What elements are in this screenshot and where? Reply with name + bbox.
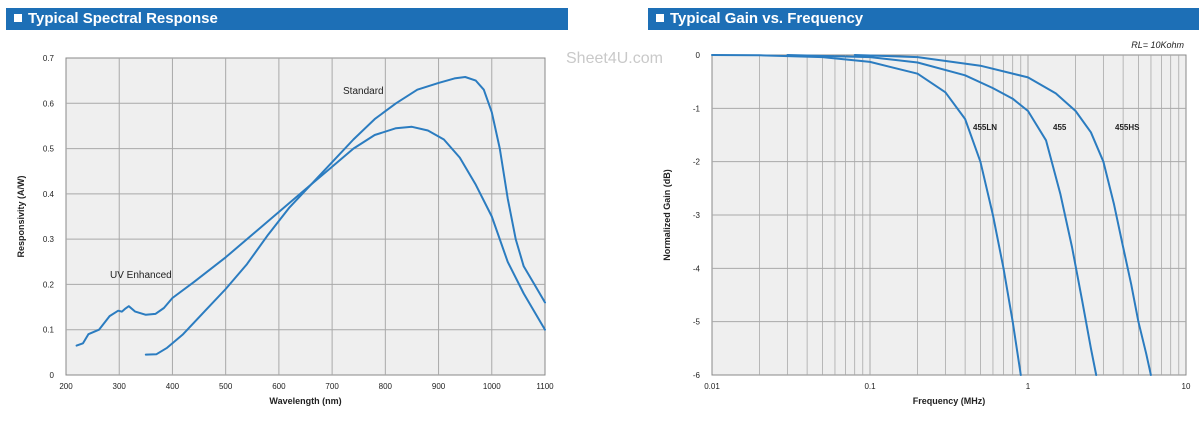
y-tick-label: 0 — [50, 371, 55, 380]
series-curve-455hs — [853, 54, 1152, 376]
spectral-response-header: Typical Spectral Response — [6, 8, 568, 30]
y-axis-label: Normalized Gain (dB) — [662, 169, 672, 261]
series-curve-455ln — [711, 54, 1022, 376]
x-tick-label: 500 — [219, 382, 233, 391]
x-tick-label: 300 — [113, 382, 127, 391]
header-square-icon — [14, 14, 22, 22]
x-tick-label: 1100 — [536, 382, 554, 391]
plot-area — [65, 57, 546, 376]
y-tick-label: -3 — [693, 211, 701, 220]
x-axis-label: Frequency (MHz) — [913, 396, 986, 406]
y-tick-label: -4 — [693, 264, 701, 273]
x-tick-label: 600 — [272, 382, 286, 391]
y-tick-label: -2 — [693, 158, 701, 167]
y-tick-label: -6 — [693, 371, 701, 380]
curve-label: Standard — [343, 86, 384, 97]
x-tick-label: 400 — [166, 382, 180, 391]
y-tick-label: 0.6 — [43, 99, 55, 108]
y-tick-label: 0.4 — [43, 190, 55, 199]
x-tick-label: 200 — [59, 382, 73, 391]
spectral-response-title: Typical Spectral Response — [28, 10, 218, 27]
series-curve-standard — [144, 76, 546, 356]
gain-frequency-header: Typical Gain vs. Frequency — [648, 8, 1199, 30]
curve-label: 455LN — [973, 123, 997, 132]
x-tick-label: 0.1 — [864, 382, 876, 391]
y-axis-label: Responsivity (A/W) — [16, 175, 26, 257]
curve-label: UV Enhanced — [110, 270, 172, 281]
curve-label: 455HS — [1115, 123, 1140, 132]
header-square-icon — [656, 14, 664, 22]
y-tick-label: -5 — [693, 318, 701, 327]
y-tick-label: 0.5 — [43, 145, 55, 154]
y-tick-label: 0.7 — [43, 54, 55, 63]
y-tick-label: -1 — [693, 104, 701, 113]
x-tick-label: 800 — [379, 382, 393, 391]
watermark: Sheet4U.com — [566, 50, 663, 67]
series-curve-uv-enhanced — [75, 125, 546, 347]
x-tick-label: 1000 — [483, 382, 501, 391]
y-tick-label: 0.1 — [43, 326, 55, 335]
chart-subtitle: RL= 10Kohm — [1131, 40, 1184, 50]
x-tick-label: 0.01 — [704, 382, 720, 391]
gain-frequency-title: Typical Gain vs. Frequency — [670, 10, 864, 27]
curve-label: 455 — [1053, 123, 1067, 132]
x-tick-label: 700 — [325, 382, 339, 391]
series-curve-455 — [786, 54, 1098, 376]
x-tick-label: 1 — [1026, 382, 1031, 391]
x-tick-label: 10 — [1182, 382, 1191, 391]
y-tick-label: 0.2 — [43, 280, 55, 289]
x-tick-label: 900 — [432, 382, 446, 391]
y-tick-label: 0.3 — [43, 235, 55, 244]
y-tick-label: 0 — [696, 51, 701, 60]
x-axis-label: Wavelength (nm) — [269, 396, 341, 406]
